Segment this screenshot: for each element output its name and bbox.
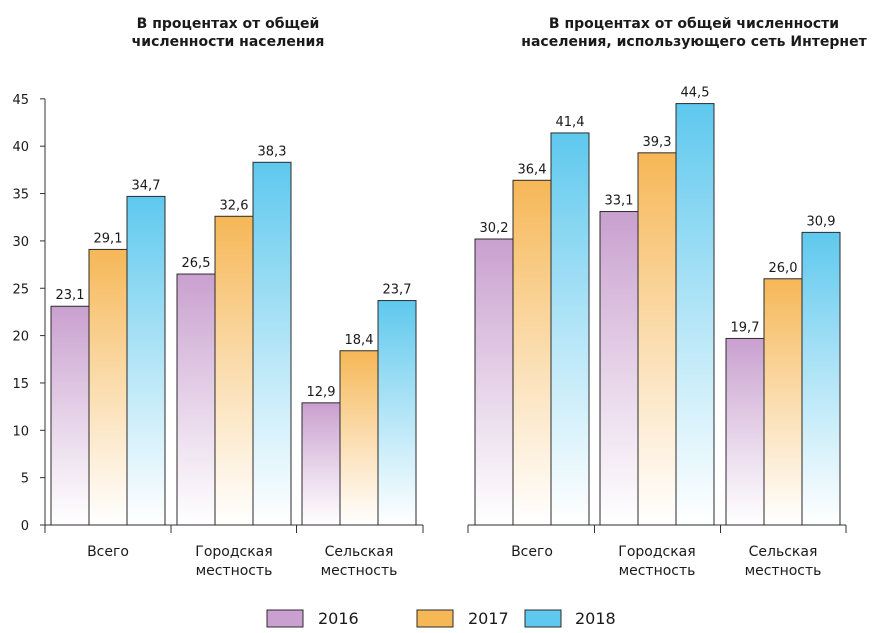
y-tick-label: 45	[12, 93, 29, 108]
data-label-2018-2: 44,5	[681, 86, 710, 101]
data-label-2017-3: 26,0	[769, 261, 798, 276]
category-label-2: Городская	[618, 544, 695, 560]
data-label-2016-1: 30,2	[480, 221, 509, 236]
legend-swatch-2018	[524, 609, 562, 628]
bar-2018-3	[801, 231, 841, 526]
data-label-2018-3: 30,9	[807, 214, 836, 229]
category-label-2: Городская	[195, 544, 272, 560]
y-tick-label: 20	[12, 330, 29, 345]
data-label-2017-1: 29,1	[94, 231, 123, 246]
bar-2018-2	[252, 161, 292, 526]
category-label-3: Сельская	[749, 544, 818, 560]
panel-2: В процентах от общей численности населени…	[467, 16, 868, 579]
data-label-2018-1: 34,7	[132, 178, 161, 193]
y-tick-label: 30	[12, 235, 29, 250]
category-label-3: Сельская	[325, 544, 394, 560]
legend-swatch-2016	[266, 609, 304, 628]
category-label-2: местность	[196, 563, 273, 579]
data-label-2018-2: 38,3	[258, 144, 287, 159]
panel-2-title-line-2: населения, использующего сеть Интернет	[521, 34, 867, 50]
y-tick-label: 25	[12, 282, 29, 297]
y-tick-label: 40	[12, 140, 29, 155]
y-tick-label: 5	[21, 472, 29, 487]
panel-2-title-line-1: В процентах от общей численности	[549, 16, 839, 32]
y-tick-label: 10	[12, 424, 29, 439]
category-label-1: Всего	[511, 544, 553, 560]
category-label-3: местность	[745, 563, 822, 579]
bar-2017-1	[88, 248, 128, 526]
y-tick-label: 15	[12, 377, 29, 392]
data-label-2017-1: 36,4	[518, 162, 547, 177]
panel-1-title-line-1: В процентах от общей	[137, 16, 320, 32]
data-label-2016-3: 12,9	[307, 385, 336, 400]
bar-2018-1	[550, 132, 590, 526]
bar-2016-2	[176, 273, 216, 526]
bar-2018-3	[377, 300, 417, 526]
bar-2018-2	[675, 103, 715, 526]
data-label-2018-1: 41,4	[556, 115, 585, 130]
legend-label-2016: 2016	[318, 609, 359, 628]
y-tick-label: 0	[21, 519, 29, 534]
data-label-2016-3: 19,7	[731, 320, 760, 335]
bar-2017-3	[339, 350, 379, 526]
bar-2017-2	[214, 215, 254, 526]
legend-swatch-2017	[416, 609, 454, 628]
bar-2017-2	[637, 152, 677, 526]
bar-2016-3	[725, 337, 765, 526]
y-tick-label: 35	[12, 188, 29, 203]
category-label-3: местность	[321, 563, 398, 579]
legend-label-2017: 2017	[468, 609, 509, 628]
data-label-2017-2: 32,6	[220, 198, 249, 213]
bar-2017-1	[512, 179, 552, 526]
panel-1: В процентах от общей численности населени…	[12, 16, 424, 579]
data-label-2016-2: 33,1	[605, 194, 634, 209]
data-label-2016-2: 26,5	[182, 256, 211, 271]
legend-label-2018: 2018	[575, 609, 616, 628]
bar-2017-3	[763, 278, 803, 526]
data-label-2017-3: 18,4	[345, 333, 374, 348]
bar-2018-1	[126, 195, 166, 526]
category-label-2: местность	[619, 563, 696, 579]
bar-2016-2	[599, 211, 639, 526]
category-label-1: Всего	[87, 544, 129, 560]
bar-2016-3	[301, 402, 341, 526]
panel-1-title-line-2: численности населения	[132, 34, 325, 50]
data-label-2016-1: 23,1	[56, 288, 85, 303]
data-label-2018-3: 23,7	[383, 283, 412, 298]
data-label-2017-2: 39,3	[643, 135, 672, 150]
legend: 2016 2017 2018	[266, 609, 616, 628]
bar-2016-1	[474, 238, 514, 526]
bar-2016-1	[50, 305, 90, 526]
